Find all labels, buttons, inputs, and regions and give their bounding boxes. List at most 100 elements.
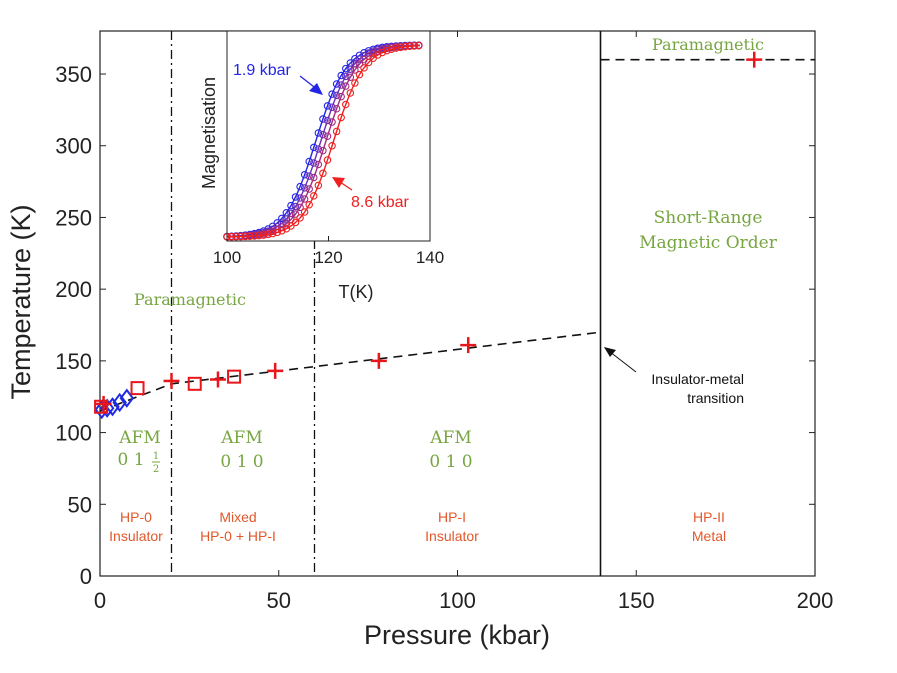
- afm-half-numerator: 1: [153, 451, 159, 462]
- magnetisation-point: [323, 132, 332, 140]
- magnetisation-point: [355, 60, 364, 68]
- magnetisation-point: [369, 49, 377, 58]
- cross-marker: [209, 371, 226, 388]
- magnetisation-point: [282, 215, 291, 223]
- magnetisation-point: [332, 104, 341, 113]
- magnetisation-point: [323, 102, 332, 110]
- afm-label-2: AFM: [220, 428, 262, 448]
- inset-x-tick-label: 120: [314, 248, 342, 267]
- phase-hpii-line1: HP-II: [693, 509, 725, 525]
- magnetisation-point: [332, 127, 341, 136]
- afm-label-3: AFM: [429, 428, 471, 448]
- magnetisation-point: [342, 64, 350, 73]
- x-tick-label: 50: [267, 588, 291, 613]
- magnetisation-point: [300, 208, 309, 216]
- short-range-label-line1: Short-Range: [654, 208, 763, 228]
- magnetisation-point: [310, 192, 318, 200]
- magnetisation-point: [310, 143, 318, 152]
- inset-arrow-red-head: [332, 177, 345, 188]
- magnetisation-point: [310, 173, 318, 182]
- magnetisation-point: [278, 227, 286, 235]
- main-axis-ticks: 0 50 100 150 200 0 50 100 150 200 250 300 350: [55, 31, 833, 613]
- magnetisation-point: [291, 218, 300, 227]
- afm-half-denominator: 2: [153, 464, 159, 475]
- magnetisation-point: [351, 66, 359, 74]
- transition-arrow-head: [604, 347, 616, 357]
- y-tick-label: 200: [55, 277, 92, 302]
- magnetisation-point: [328, 103, 336, 112]
- magnetisation-point: [287, 201, 295, 210]
- magnetisation-point: [323, 116, 332, 125]
- magnetisation-point: [264, 230, 272, 239]
- magnetisation-point: [337, 113, 345, 122]
- magnetisation-point: [310, 159, 318, 167]
- phase-hpii-line2: Metal: [692, 528, 726, 544]
- magnetisation-point: [300, 184, 309, 192]
- magnetisation-point: [305, 200, 313, 209]
- inset-y-axis-title: Magnetisation: [199, 77, 219, 189]
- phase-hp0-line1: HP-0: [120, 509, 152, 525]
- inset-axis-ticks: 100 120 140: [213, 236, 444, 267]
- y-tick-label: 150: [55, 349, 92, 374]
- magnetisation-point: [287, 222, 295, 230]
- magnetisation-point: [319, 146, 327, 155]
- magnetisation-point: [323, 156, 332, 164]
- diamond-marker: [119, 388, 135, 408]
- magnetisation-point: [410, 42, 419, 50]
- magnetisation-point: [305, 157, 313, 166]
- inset-background: [227, 31, 430, 241]
- magnetisation-point: [346, 89, 355, 97]
- x-tick-label: 100: [439, 588, 476, 613]
- magnetisation-point: [342, 82, 350, 90]
- short-range-label-line2: Magnetic Order: [639, 233, 778, 253]
- x-tick-label: 200: [797, 588, 834, 613]
- magnetisation-point: [278, 214, 286, 223]
- afm-vector-1: 0 1: [117, 450, 144, 470]
- magnetisation-point: [378, 48, 387, 57]
- inset-label-low-pressure: 1.9 kbar: [233, 62, 291, 79]
- magnetisation-point: [250, 232, 259, 240]
- inset-curves: [223, 41, 423, 241]
- x-tick-label: 0: [94, 588, 106, 613]
- magnetisation-point: [314, 160, 323, 169]
- trend-dashed-line: [99, 331, 601, 412]
- square-marker: [94, 399, 109, 414]
- cross-marker: [163, 372, 180, 389]
- afm-label-1: AFM: [118, 428, 160, 448]
- magnetisation-point: [346, 65, 355, 74]
- magnetisation-point: [241, 232, 250, 241]
- y-tick-label: 300: [55, 134, 92, 159]
- magnetisation-point: [337, 71, 345, 80]
- magnetisation-point: [328, 90, 336, 98]
- phase-mixed-line2: HP-0 + HP-I: [200, 528, 276, 544]
- y-tick-label: 250: [55, 205, 92, 230]
- magnetisation-point: [268, 229, 277, 238]
- magnetisation-point: [314, 129, 323, 137]
- magnetisation-point: [227, 233, 236, 241]
- magnetisation-point: [305, 185, 313, 193]
- cross-marker: [370, 352, 387, 369]
- magnetisation-point: [232, 232, 240, 241]
- inset-label-high-pressure: 8.6 kbar: [351, 194, 409, 211]
- square-marker: [187, 376, 202, 391]
- magnetisation-point: [291, 202, 300, 211]
- cross-marker: [267, 362, 284, 379]
- afm-vector-3: 0 1 0: [429, 452, 472, 472]
- magnetisation-point: [387, 45, 396, 53]
- magnetisation-point: [300, 170, 309, 179]
- magnetisation-point: [300, 195, 309, 203]
- inset-x-tick-label: 140: [416, 248, 444, 267]
- phase-hpi-line1: HP-I: [438, 509, 466, 525]
- phase-hpi-line2: Insulator: [425, 528, 479, 544]
- y-tick-label: 0: [80, 564, 92, 589]
- afm-vector-2: 0 1 0: [220, 452, 263, 472]
- inset-x-axis-title: T(K): [339, 282, 374, 302]
- magnetisation-point: [255, 231, 263, 240]
- phase-mixed-line1: Mixed: [219, 509, 256, 525]
- magnetisation-point: [337, 81, 345, 89]
- magnetisation-point: [328, 118, 336, 126]
- magnetisation-point: [351, 79, 359, 87]
- magnetisation-point: [332, 91, 341, 100]
- magnetisation-point: [360, 64, 368, 72]
- magnetisation-curve: [226, 44, 420, 238]
